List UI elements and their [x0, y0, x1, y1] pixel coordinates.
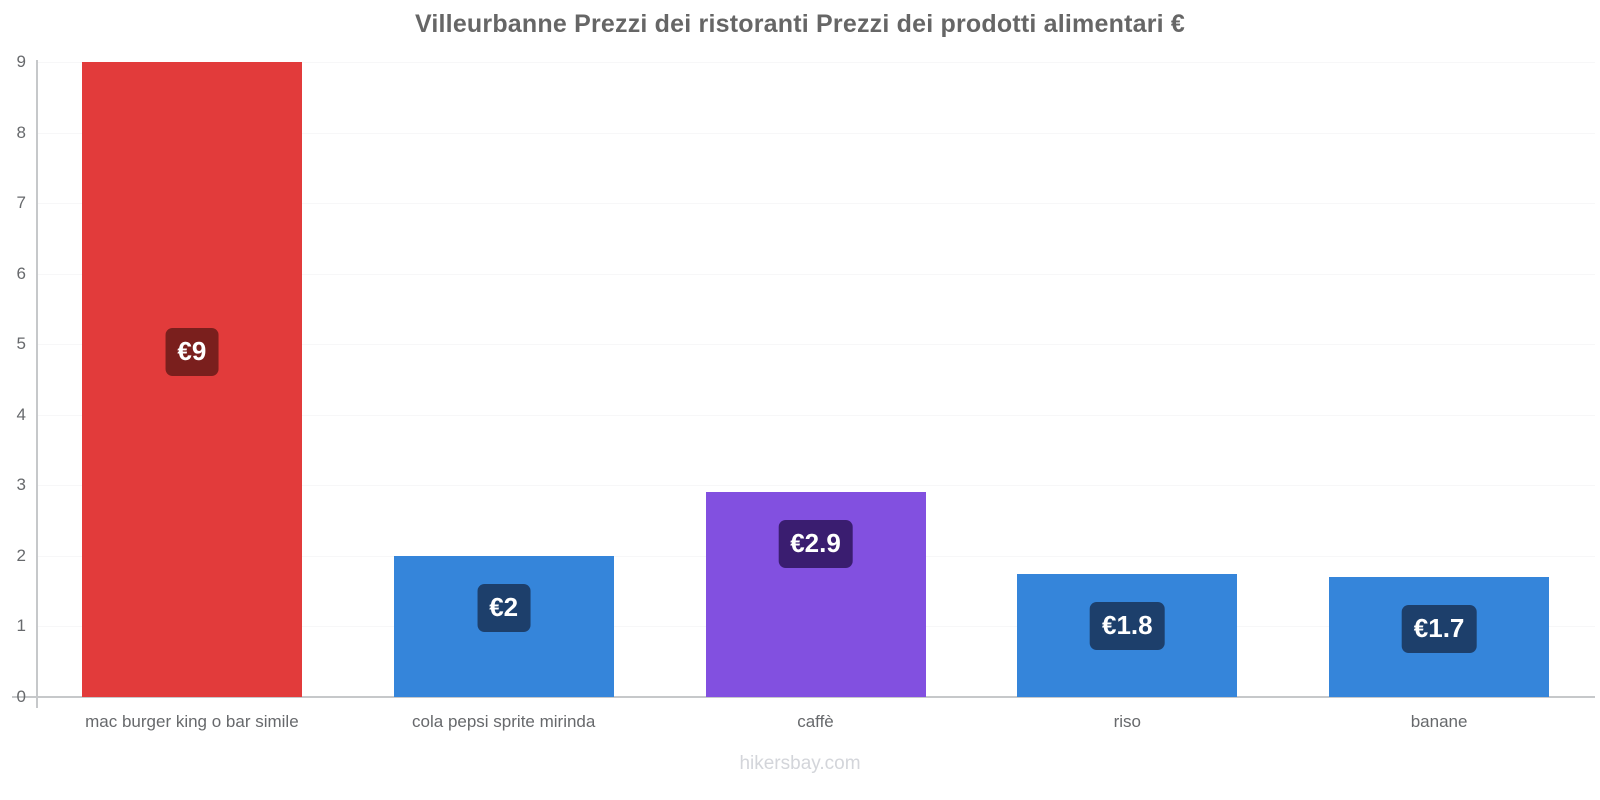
gridline-5: [36, 344, 1595, 345]
gridline-4: [36, 415, 1595, 416]
y-tick-label-4: 4: [16, 404, 26, 424]
chart-title: Villeurbanne Prezzi dei ristoranti Prezz…: [414, 10, 1186, 38]
gridline-3: [36, 485, 1595, 486]
y-tick-label-9: 9: [16, 52, 26, 71]
x-axis-line: [12, 696, 1595, 698]
y-tick-label-7: 7: [16, 193, 26, 213]
bar-value-label: €2: [477, 583, 531, 632]
watermark-hikersbay: hikersbay.com: [739, 753, 861, 774]
plot-area: €9 €2 €2.9 €1.8 €1.7: [36, 62, 1595, 697]
bar[interactable]: €9: [81, 62, 302, 697]
bar-value-label: €1.8: [1089, 601, 1165, 650]
y-tick-label-0: 0: [16, 687, 26, 706]
gridline-8: [36, 133, 1595, 134]
y-tick-label-2: 2: [16, 545, 26, 565]
bar[interactable]: €2: [393, 555, 614, 697]
bar[interactable]: €2.9: [705, 492, 926, 697]
y-tick-label-6: 6: [16, 263, 26, 283]
bar-rect: [81, 62, 302, 697]
gridline-7: [36, 203, 1595, 204]
bar[interactable]: €1.8: [1017, 573, 1238, 697]
x-category-label: cola pepsi sprite mirinda: [412, 712, 596, 731]
x-category-label: banane: [1410, 712, 1468, 731]
bar-value-label: €2.9: [778, 520, 853, 569]
x-category-label: riso: [1113, 712, 1141, 731]
y-tick-label-8: 8: [16, 122, 26, 142]
bar-value-label: €9: [165, 328, 219, 376]
y-tick-label-5: 5: [16, 334, 26, 354]
gridline-6: [36, 274, 1595, 275]
x-category-label: mac burger king o bar simile: [85, 712, 299, 731]
gridline-9: [36, 62, 1595, 63]
y-tick-label-3: 3: [16, 475, 26, 495]
bar-value-label: €1.7: [1401, 605, 1477, 654]
y-axis-line: [36, 60, 38, 708]
x-category-label: caffè: [797, 712, 834, 731]
bar[interactable]: €1.7: [1329, 577, 1550, 697]
y-tick-label-1: 1: [16, 616, 26, 636]
